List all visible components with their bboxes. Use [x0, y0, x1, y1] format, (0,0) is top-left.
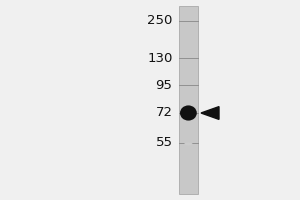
Text: 250: 250	[147, 15, 172, 27]
Text: 95: 95	[156, 79, 172, 92]
Text: 130: 130	[147, 51, 172, 64]
Text: 55: 55	[155, 137, 172, 150]
Ellipse shape	[184, 142, 193, 146]
Text: 72: 72	[155, 106, 172, 119]
Bar	[178, 6, 198, 194]
Polygon shape	[201, 107, 219, 119]
Ellipse shape	[180, 105, 197, 121]
